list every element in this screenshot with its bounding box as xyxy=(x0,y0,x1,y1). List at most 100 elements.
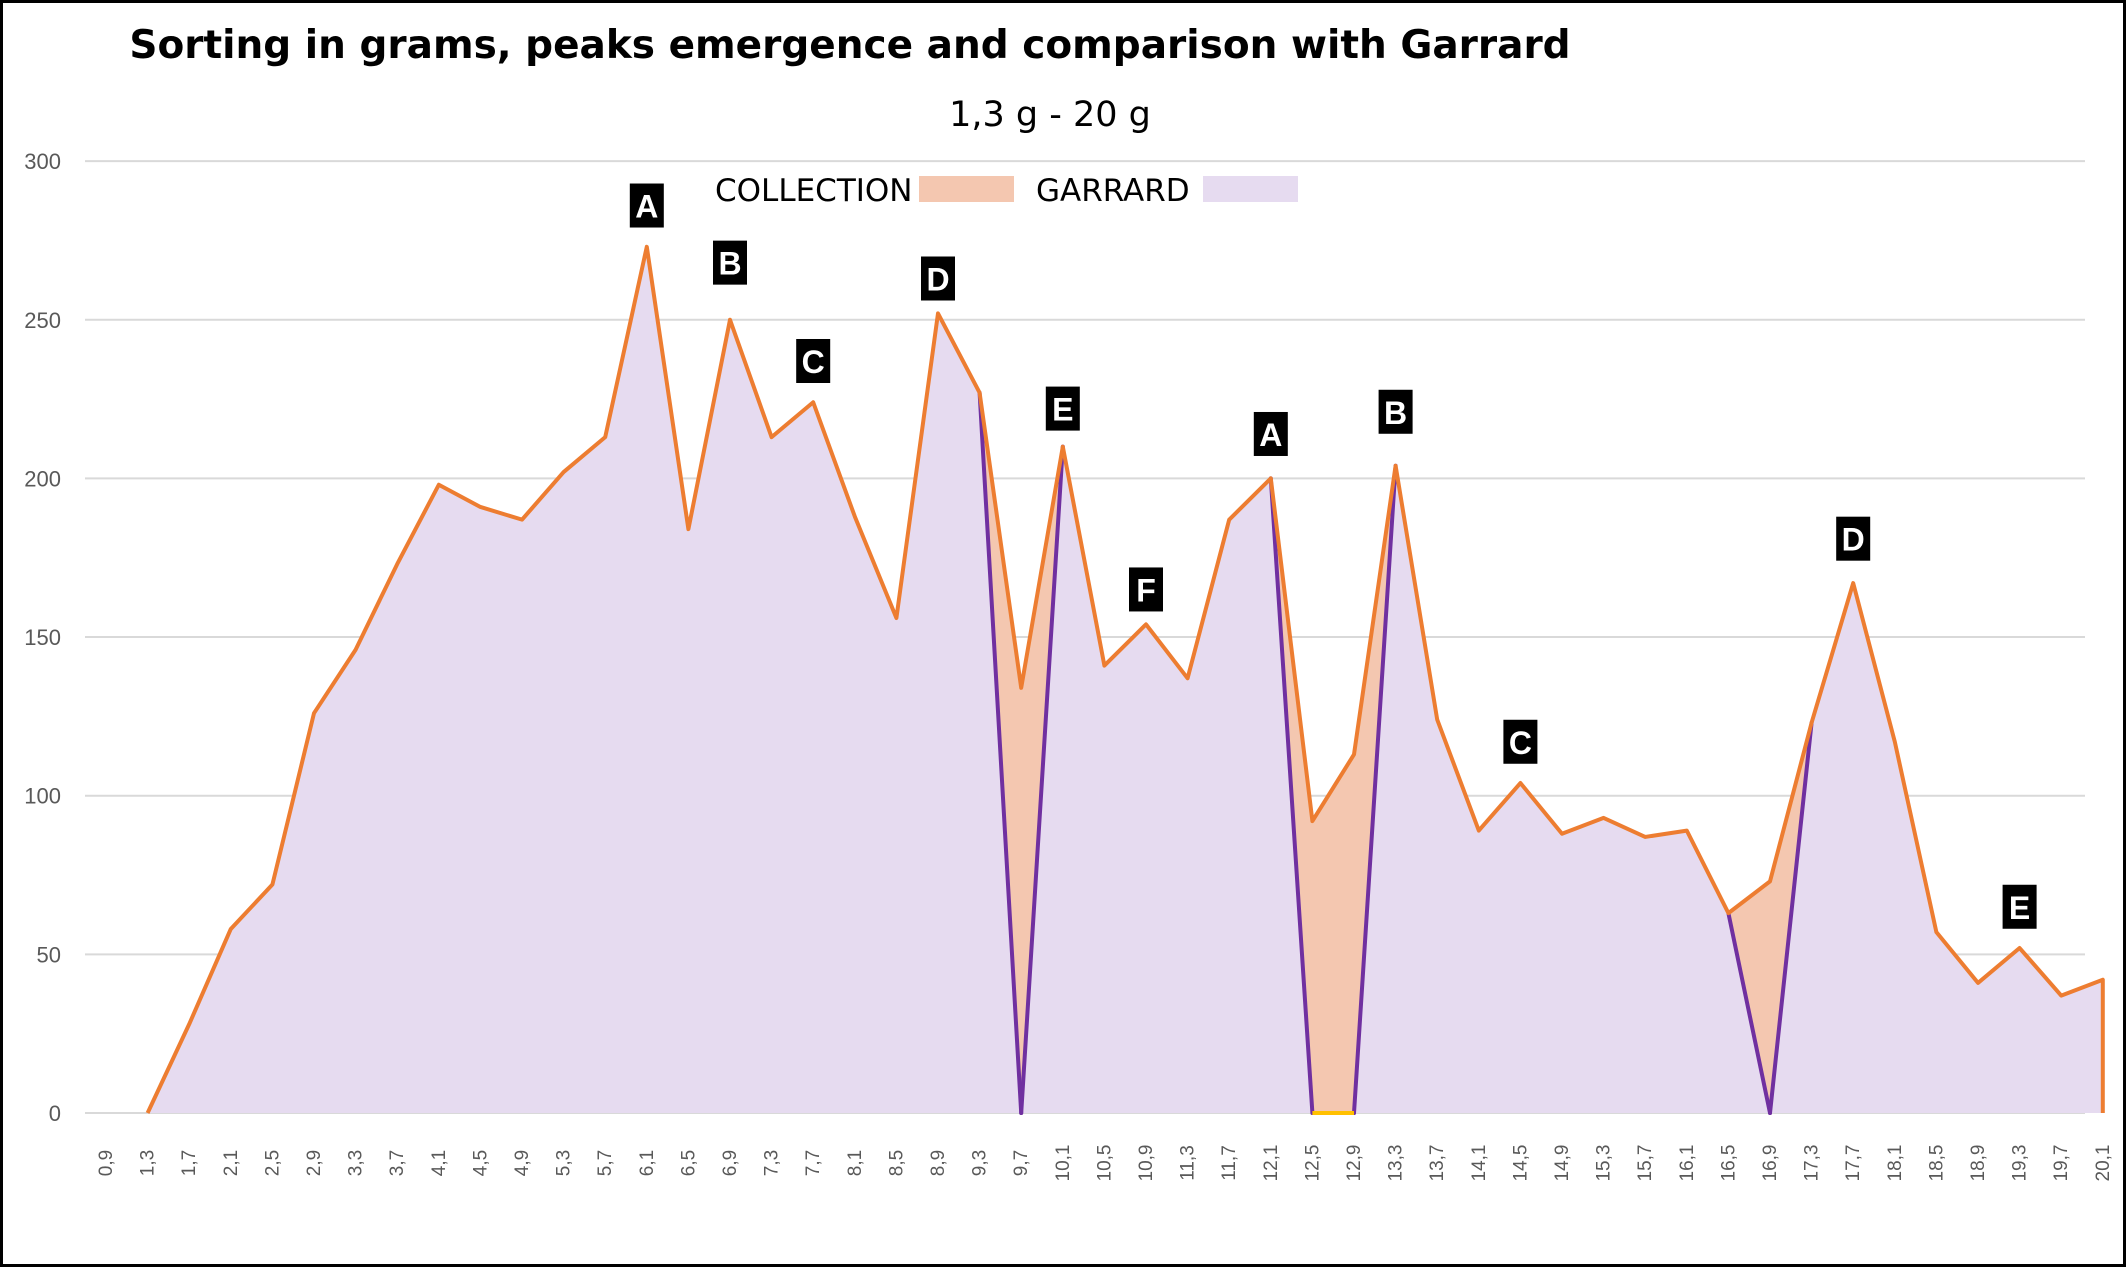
peak-badge-box xyxy=(796,338,831,383)
peak-label: C xyxy=(1509,725,1532,761)
line-series xyxy=(145,244,2105,1115)
peak-badge-box xyxy=(1253,411,1288,456)
peak-label: F xyxy=(1136,572,1156,608)
peak-badge-box xyxy=(1045,386,1080,431)
x-tick-label: 10,1 xyxy=(1053,1145,1074,1182)
x-tick-label: 6,1 xyxy=(637,1150,658,1176)
x-tick-label: 14,1 xyxy=(1469,1145,1490,1182)
peak-label: B xyxy=(1384,395,1407,431)
peak-label: D xyxy=(1842,522,1865,558)
peak-badge: B xyxy=(1378,389,1413,434)
peak-label: E xyxy=(2009,890,2030,926)
x-tick-label: 12,9 xyxy=(1344,1145,1365,1182)
x-tick-label: 11,3 xyxy=(1178,1145,1199,1181)
peak-badge-box xyxy=(1503,719,1538,764)
garrard-line-segment xyxy=(1726,911,1772,1115)
peak-badge-box xyxy=(1836,516,1871,561)
x-tick-label: 10,9 xyxy=(1136,1145,1157,1182)
x-tick-label: 0,9 xyxy=(96,1150,117,1176)
x-tick-label: 19,3 xyxy=(2010,1145,2031,1182)
x-tick-label: 4,1 xyxy=(429,1150,450,1176)
x-tick-label: 16,9 xyxy=(1760,1145,1781,1182)
peak-badge: D xyxy=(921,256,955,301)
peak-label: A xyxy=(1259,417,1282,453)
x-tick-label: 15,3 xyxy=(1594,1145,1615,1182)
y-tick-label: 0 xyxy=(49,1101,61,1126)
x-tick-label: 1,7 xyxy=(179,1150,200,1176)
legend: COLLECTION GARRARD xyxy=(715,173,1298,209)
peak-badge: E xyxy=(2002,884,2037,929)
chart-subtitle: 1,3 g - 20 g xyxy=(949,95,1151,135)
x-tick-label: 15,7 xyxy=(1635,1145,1656,1182)
peak-badge-box xyxy=(2002,884,2037,929)
garrard-area xyxy=(147,246,2103,1113)
garrard-line-segment xyxy=(1268,476,1315,1115)
x-tick-label: 6,5 xyxy=(678,1150,699,1176)
peak-badge-box xyxy=(629,183,664,228)
garrard-line-segment xyxy=(1768,720,1814,1115)
y-tick-label: 250 xyxy=(24,308,61,333)
peak-badge: D xyxy=(1836,516,1871,561)
peak-annotations: A B C D E F A B D C E xyxy=(629,183,2037,929)
x-tick-label: 20,1 xyxy=(2093,1145,2114,1182)
y-tick-label: 100 xyxy=(24,784,61,809)
x-tick-label: 16,5 xyxy=(1718,1145,1739,1182)
peak-badge: E xyxy=(1045,386,1080,431)
peak-badge-box xyxy=(1129,567,1163,612)
x-tick-label: 8,5 xyxy=(886,1150,907,1176)
x-tick-label: 13,7 xyxy=(1427,1145,1448,1182)
garrard-line-segment xyxy=(1352,463,1398,1115)
peak-badge: C xyxy=(1503,719,1538,764)
x-tick-label: 14,9 xyxy=(1552,1145,1573,1182)
x-tick-label: 10,5 xyxy=(1094,1145,1115,1182)
x-tick-label: 9,3 xyxy=(970,1150,991,1176)
x-tick-label: 7,3 xyxy=(762,1150,783,1176)
y-tick-label: 150 xyxy=(24,625,61,650)
area-series xyxy=(147,246,2103,1113)
peak-label: B xyxy=(718,246,741,282)
peak-label: C xyxy=(802,344,825,380)
peak-badge-box xyxy=(713,240,747,285)
x-tick-label: 2,5 xyxy=(262,1150,283,1176)
peak-badge-box xyxy=(1378,389,1413,434)
legend-label-collection: COLLECTION xyxy=(715,173,913,209)
x-tick-label: 12,5 xyxy=(1302,1145,1323,1182)
x-tick-label: 9,7 xyxy=(1011,1150,1032,1176)
x-tick-label: 13,3 xyxy=(1386,1145,1407,1182)
x-tick-label: 18,5 xyxy=(1926,1145,1947,1182)
axis-labels: 0 50 100 150 200 250 300 0,9 1,3 1,7 2,1 2,5 2,9 3,3 3… xyxy=(24,149,2114,1181)
x-tick-label: 3,7 xyxy=(387,1150,408,1176)
x-tick-label: 14,5 xyxy=(1510,1145,1531,1182)
garrard-line-segment xyxy=(977,390,1024,1115)
garrard-line-segment xyxy=(1019,444,1065,1115)
x-tick-label: 19,7 xyxy=(2051,1145,2072,1182)
legend-label-garrard: GARRARD xyxy=(1036,173,1190,209)
x-tick-label: 16,1 xyxy=(1677,1145,1698,1182)
x-tick-label: 18,9 xyxy=(1968,1145,1989,1182)
x-tick-label: 17,3 xyxy=(1802,1145,1823,1182)
peak-badge: A xyxy=(1253,411,1288,456)
y-tick-label: 50 xyxy=(37,942,61,967)
x-tick-label: 8,9 xyxy=(928,1150,949,1176)
x-tick-label: 6,9 xyxy=(720,1150,741,1176)
y-tick-label: 200 xyxy=(24,466,61,491)
y-tick-label: 300 xyxy=(24,149,61,174)
subtitle-box xyxy=(846,85,1286,151)
x-tick-label: 18,1 xyxy=(1885,1145,1906,1182)
x-tick-label: 5,3 xyxy=(554,1150,575,1176)
collection-line xyxy=(145,244,2105,1114)
x-tick-label: 12,1 xyxy=(1261,1145,1282,1182)
peak-badge: A xyxy=(629,183,664,228)
x-tick-label: 7,7 xyxy=(803,1150,824,1176)
x-tick-label: 1,3 xyxy=(138,1150,159,1176)
peak-badge: C xyxy=(796,338,831,383)
peak-label: A xyxy=(635,189,658,225)
x-tick-label: 2,9 xyxy=(304,1150,325,1176)
x-tick-label: 3,3 xyxy=(346,1150,367,1176)
x-tick-label: 4,9 xyxy=(512,1150,533,1176)
x-tick-label: 8,1 xyxy=(845,1150,866,1176)
peak-badge: B xyxy=(713,240,747,285)
peak-badge: F xyxy=(1129,567,1163,612)
chart-title: Sorting in grams, peaks emergence and co… xyxy=(129,23,1570,68)
